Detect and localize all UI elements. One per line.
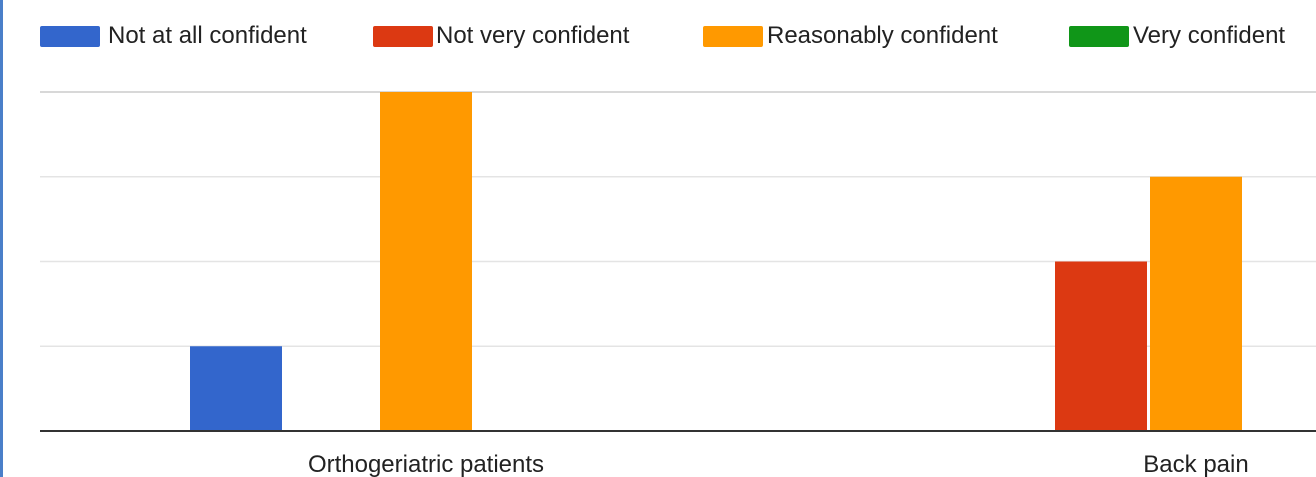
bars — [190, 92, 1242, 431]
bar-reasonably-confident-orthogeriatric-patients — [380, 92, 472, 431]
bar-not-very-confident-back-pain — [1055, 261, 1147, 431]
category-label-back-pain: Back pain — [1143, 451, 1248, 477]
legend-swatch-reasonably-confident — [703, 26, 763, 47]
category-labels: Orthogeriatric patients Back pain — [308, 451, 1249, 477]
legend-label-not-at-all-confident: Not at all confident — [108, 22, 307, 49]
panel-border — [0, 0, 3, 477]
legend-swatch-not-very-confident — [373, 26, 433, 47]
category-label-orthogeriatric-patients: Orthogeriatric patients — [308, 451, 544, 477]
legend-swatch-very-confident — [1069, 26, 1129, 47]
bar-not-at-all-confident-orthogeriatric-patients — [190, 346, 282, 431]
bar-reasonably-confident-back-pain — [1150, 176, 1242, 431]
legend-swatch-not-at-all-confident — [40, 26, 100, 47]
legend-label-not-very-confident: Not very confident — [436, 22, 630, 49]
legend-label-very-confident: Very confident — [1133, 22, 1286, 49]
legend-label-reasonably-confident: Reasonably confident — [767, 22, 998, 49]
